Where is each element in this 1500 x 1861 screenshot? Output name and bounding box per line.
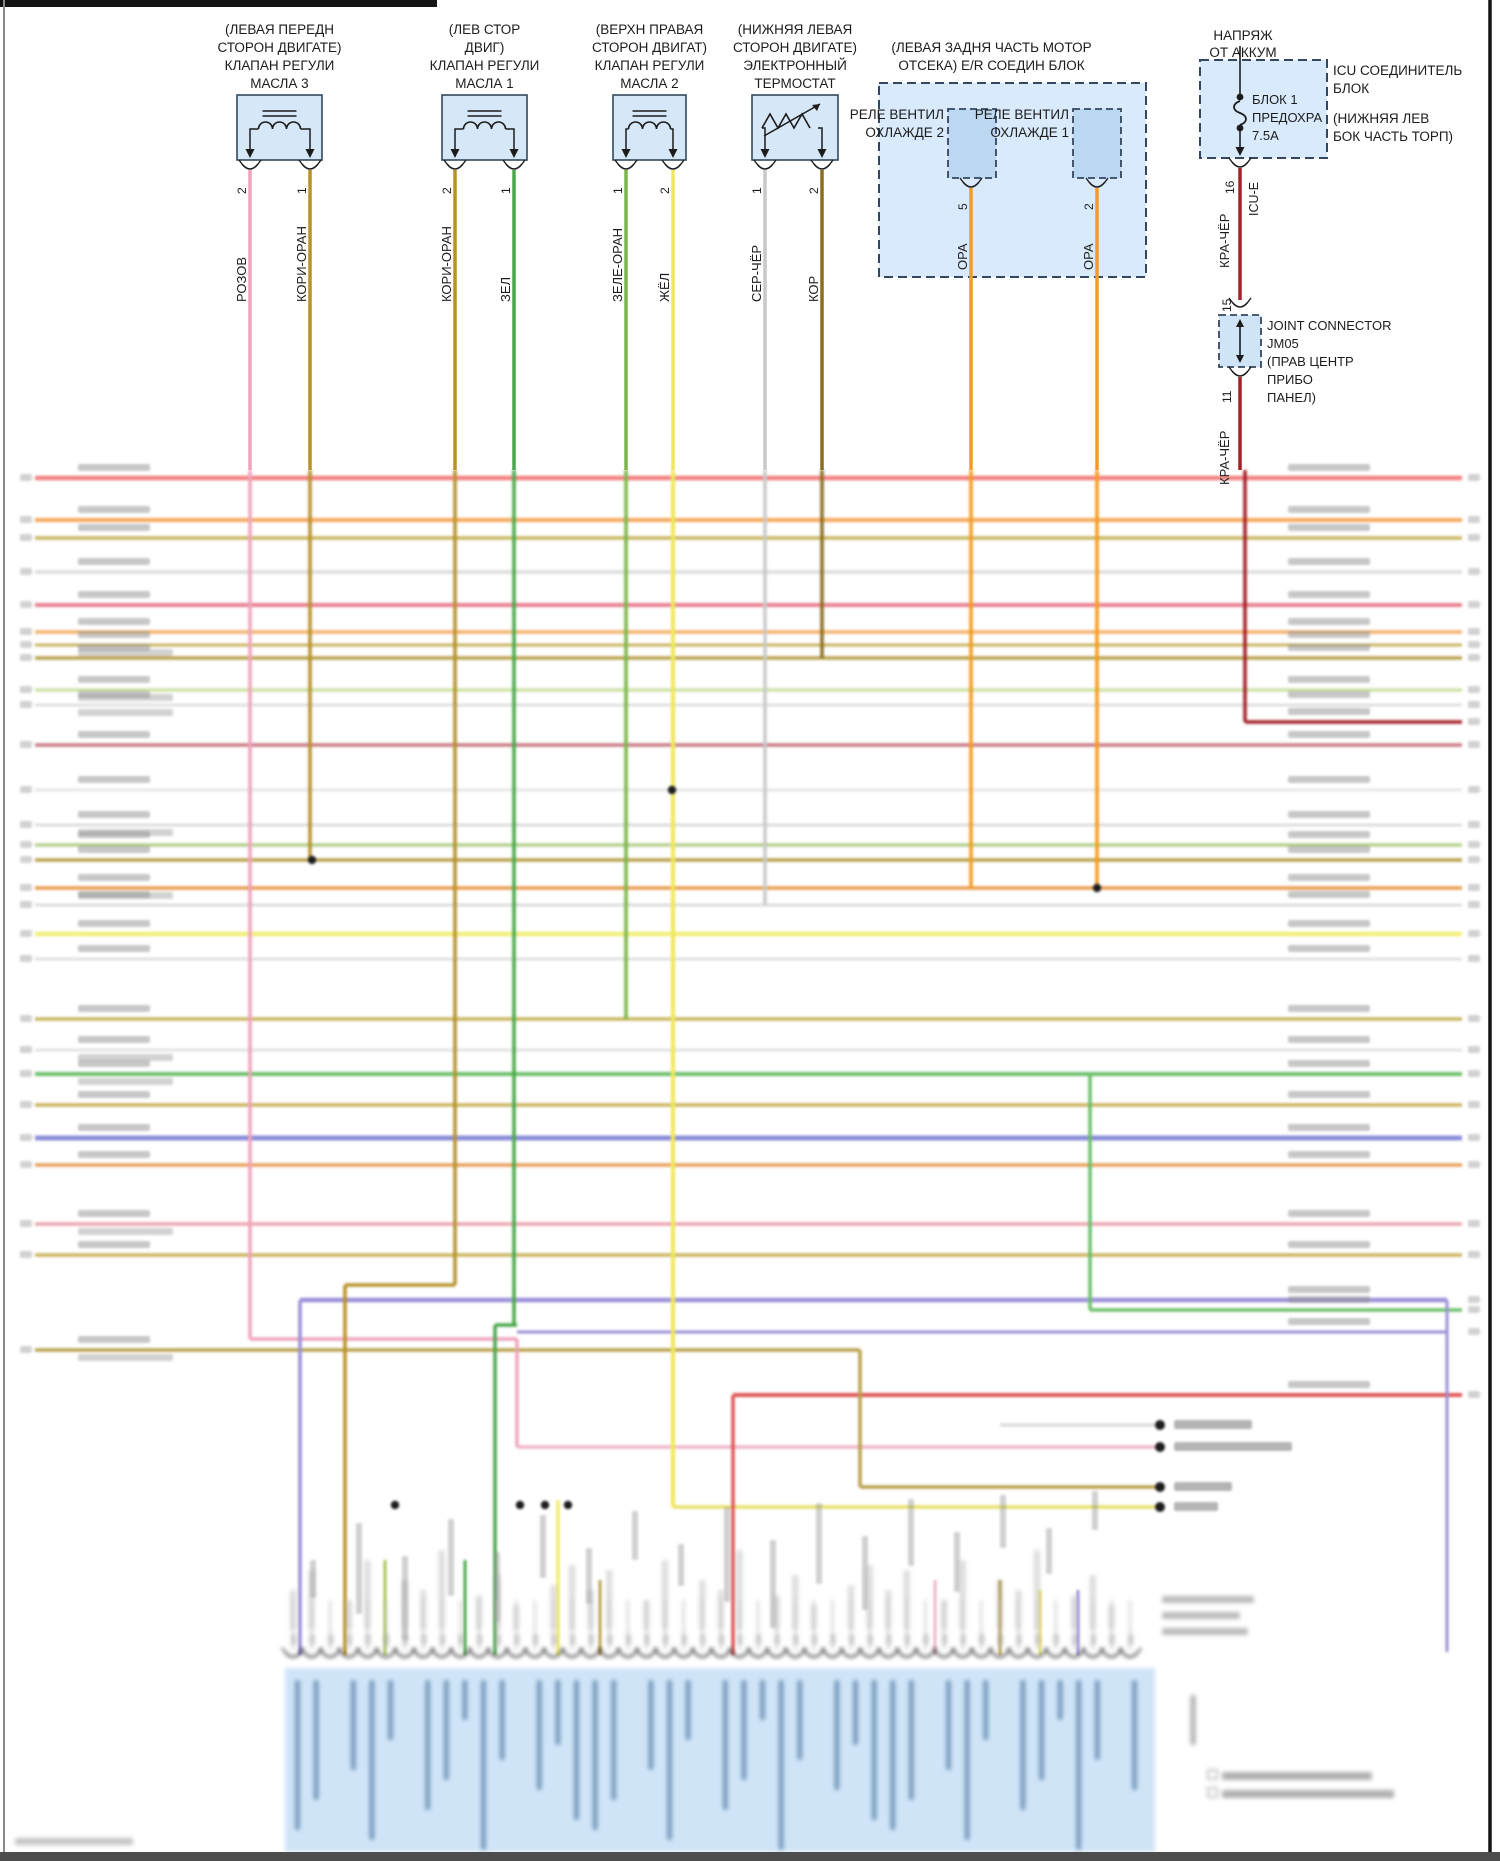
fuse-terminal-dot [1236,93,1244,101]
svg-text:1: 1 [295,187,309,194]
svg-text:БЛОК 1: БЛОК 1 [1252,92,1298,107]
svg-text:(ПРАВ ЦЕНТР: (ПРАВ ЦЕНТР [1267,354,1354,369]
svg-text:РЕЛЕ ВЕНТИЛ: РЕЛЕ ВЕНТИЛ [850,107,944,122]
svg-text:ОХЛАЖДЕ 1: ОХЛАЖДЕ 1 [990,125,1069,140]
cooling-fan-relay-2 [947,108,997,179]
svg-text:МАСЛА 3: МАСЛА 3 [250,76,308,91]
svg-text:ЗЕЛЕ-ОРАН: ЗЕЛЕ-ОРАН [610,228,625,302]
solenoid-coil-icon [257,121,302,130]
top-border-bar [0,0,437,7]
svg-text:16: 16 [1223,180,1237,194]
svg-text:БОК ЧАСТЬ ТОРП): БОК ЧАСТЬ ТОРП) [1333,129,1453,144]
svg-text:ПРЕДОХРА: ПРЕДОХРА [1252,110,1322,125]
svg-text:ОРА: ОРА [955,243,970,270]
svg-text:(ЛЕВАЯ ПЕРЕДН: (ЛЕВАЯ ПЕРЕДН [225,22,334,37]
svg-text:ОХЛАЖДЕ 2: ОХЛАЖДЕ 2 [865,125,944,140]
svg-text:КРА-ЧЁР: КРА-ЧЁР [1217,431,1232,485]
solenoid-coil-icon [462,121,507,130]
er-junction-block: (ЛЕВАЯ ЗАДНЯ ЧАСТЬ МОТОР ОТСЕКА) E/R СОЕД… [850,40,1147,470]
svg-text:КЛАПАН РЕГУЛИ: КЛАПАН РЕГУЛИ [595,58,705,73]
svg-text:ОТСЕКА) E/R СОЕДИН БЛОК: ОТСЕКА) E/R СОЕДИН БЛОК [898,58,1084,73]
svg-text:СТОРОН ДВИГАТ): СТОРОН ДВИГАТ) [592,40,707,55]
svg-text:МАСЛА 2: МАСЛА 2 [620,76,678,91]
svg-text:ДВИГ): ДВИГ) [465,40,505,55]
fuse-icon [1233,100,1247,126]
svg-text:2: 2 [440,187,454,194]
svg-text:(НИЖНЯЯ ЛЕВАЯ: (НИЖНЯЯ ЛЕВАЯ [738,22,853,37]
svg-text:СТОРОН ДВИГАТЕ): СТОРОН ДВИГАТЕ) [733,40,857,55]
svg-text:15: 15 [1220,298,1234,312]
svg-text:1: 1 [499,187,513,194]
legend-dot [1155,1420,1165,1430]
legend-dot [1155,1502,1165,1512]
wire-matrix-blurred [20,464,1480,1655]
svg-text:ЖЁЛ: ЖЁЛ [657,273,672,302]
bottom-border-bar [0,1852,1500,1861]
svg-text:1: 1 [611,187,625,194]
svg-text:7.5А: 7.5А [1252,128,1279,143]
electronic-thermostat: (НИЖНЯЯ ЛЕВАЯ СТОРОН ДВИГАТЕ) ЭЛЕКТРОННЫЙ Т… [733,22,857,470]
svg-text:JOINT CONNECTOR: JOINT CONNECTOR [1267,318,1391,333]
icu-joint-connector-block: НАПРЯЖ ОТ АККУМ БЛОК 1 ПРЕДОХРА 7.5А ICU СОЕД… [1199,28,1462,485]
svg-text:2: 2 [1082,203,1096,210]
svg-text:JM05: JM05 [1267,336,1299,351]
svg-text:СТОРОН ДВИГАТЕ): СТОРОН ДВИГАТЕ) [217,40,341,55]
svg-text:КЛАПАН РЕГУЛИ: КЛАПАН РЕГУЛИ [225,58,335,73]
svg-text:ЗЕЛ: ЗЕЛ [498,277,513,302]
svg-text:2: 2 [807,187,821,194]
svg-text:2: 2 [658,187,672,194]
svg-text:ТЕРМОСТАТ: ТЕРМОСТАТ [754,76,835,91]
svg-text:(НИЖНЯЯ ЛЕВ: (НИЖНЯЯ ЛЕВ [1333,111,1429,126]
svg-text:НАПРЯЖ: НАПРЯЖ [1213,28,1273,43]
svg-text:КОР: КОР [806,276,821,302]
svg-text:ПАНЕЛ): ПАНЕЛ) [1267,390,1316,405]
svg-text:КЛАПАН РЕГУЛИ: КЛАПАН РЕГУЛИ [430,58,540,73]
svg-text:ОРА: ОРА [1081,243,1096,270]
svg-text:РОЗОВ: РОЗОВ [234,257,249,302]
svg-text:ОТ АККУМ: ОТ АККУМ [1209,45,1276,60]
svg-text:5: 5 [956,203,970,210]
svg-text:1: 1 [750,187,764,194]
svg-text:(ЛЕВ СТОР: (ЛЕВ СТОР [449,22,521,37]
svg-text:РЕЛЕ ВЕНТИЛ: РЕЛЕ ВЕНТИЛ [975,107,1069,122]
valve-oil-control-3: (ЛЕВАЯ ПЕРЕДН СТОРОН ДВИГАТЕ) КЛАПАН РЕГУЛ… [217,22,342,470]
svg-text:2: 2 [235,187,249,194]
svg-text:КОРИ-ОРАН: КОРИ-ОРАН [439,226,454,302]
svg-text:11: 11 [1220,390,1234,403]
ecm-connector-block-blurred [15,1550,1394,1852]
valve-oil-control-2: (ВЕРХН ПРАВАЯ СТОРОН ДВИГАТ) КЛАПАН РЕГУЛИ… [592,22,707,470]
legend-dot [1155,1442,1165,1452]
valve-oil-control-1: (ЛЕВ СТОР ДВИГ) КЛАПАН РЕГУЛИ МАСЛА 1 2 КОРИ-… [430,22,540,470]
svg-text:МАСЛА 1: МАСЛА 1 [455,76,513,91]
svg-text:(ЛЕВАЯ ЗАДНЯ ЧАСТЬ МОТОР: (ЛЕВАЯ ЗАДНЯ ЧАСТЬ МОТОР [891,40,1091,55]
components-layer: (ЛЕВАЯ ПЕРЕДН СТОРОН ДВИГАТЕ) КЛАПАН РЕГУЛ… [217,22,1462,485]
svg-text:КРА-ЧЁР: КРА-ЧЁР [1217,214,1232,268]
svg-text:ICU-E: ICU-E [1247,182,1261,216]
svg-text:(ВЕРХН ПРАВАЯ: (ВЕРХН ПРАВАЯ [596,22,704,37]
solenoid-coil-icon [627,121,672,130]
cooling-fan-relay-1 [1072,108,1122,179]
svg-text:БЛОК: БЛОК [1333,81,1369,96]
svg-text:ICU СОЕДИНИТЕЛЬ: ICU СОЕДИНИТЕЛЬ [1333,63,1462,78]
svg-text:КОРИ-ОРАН: КОРИ-ОРАН [294,226,309,302]
svg-text:ЭЛЕКТРОННЫЙ: ЭЛЕКТРОННЫЙ [743,58,847,73]
svg-text:СЕР-ЧЁР: СЕР-ЧЁР [749,245,764,302]
legend-dot [1155,1482,1165,1492]
svg-text:ПРИБО: ПРИБО [1267,372,1313,387]
